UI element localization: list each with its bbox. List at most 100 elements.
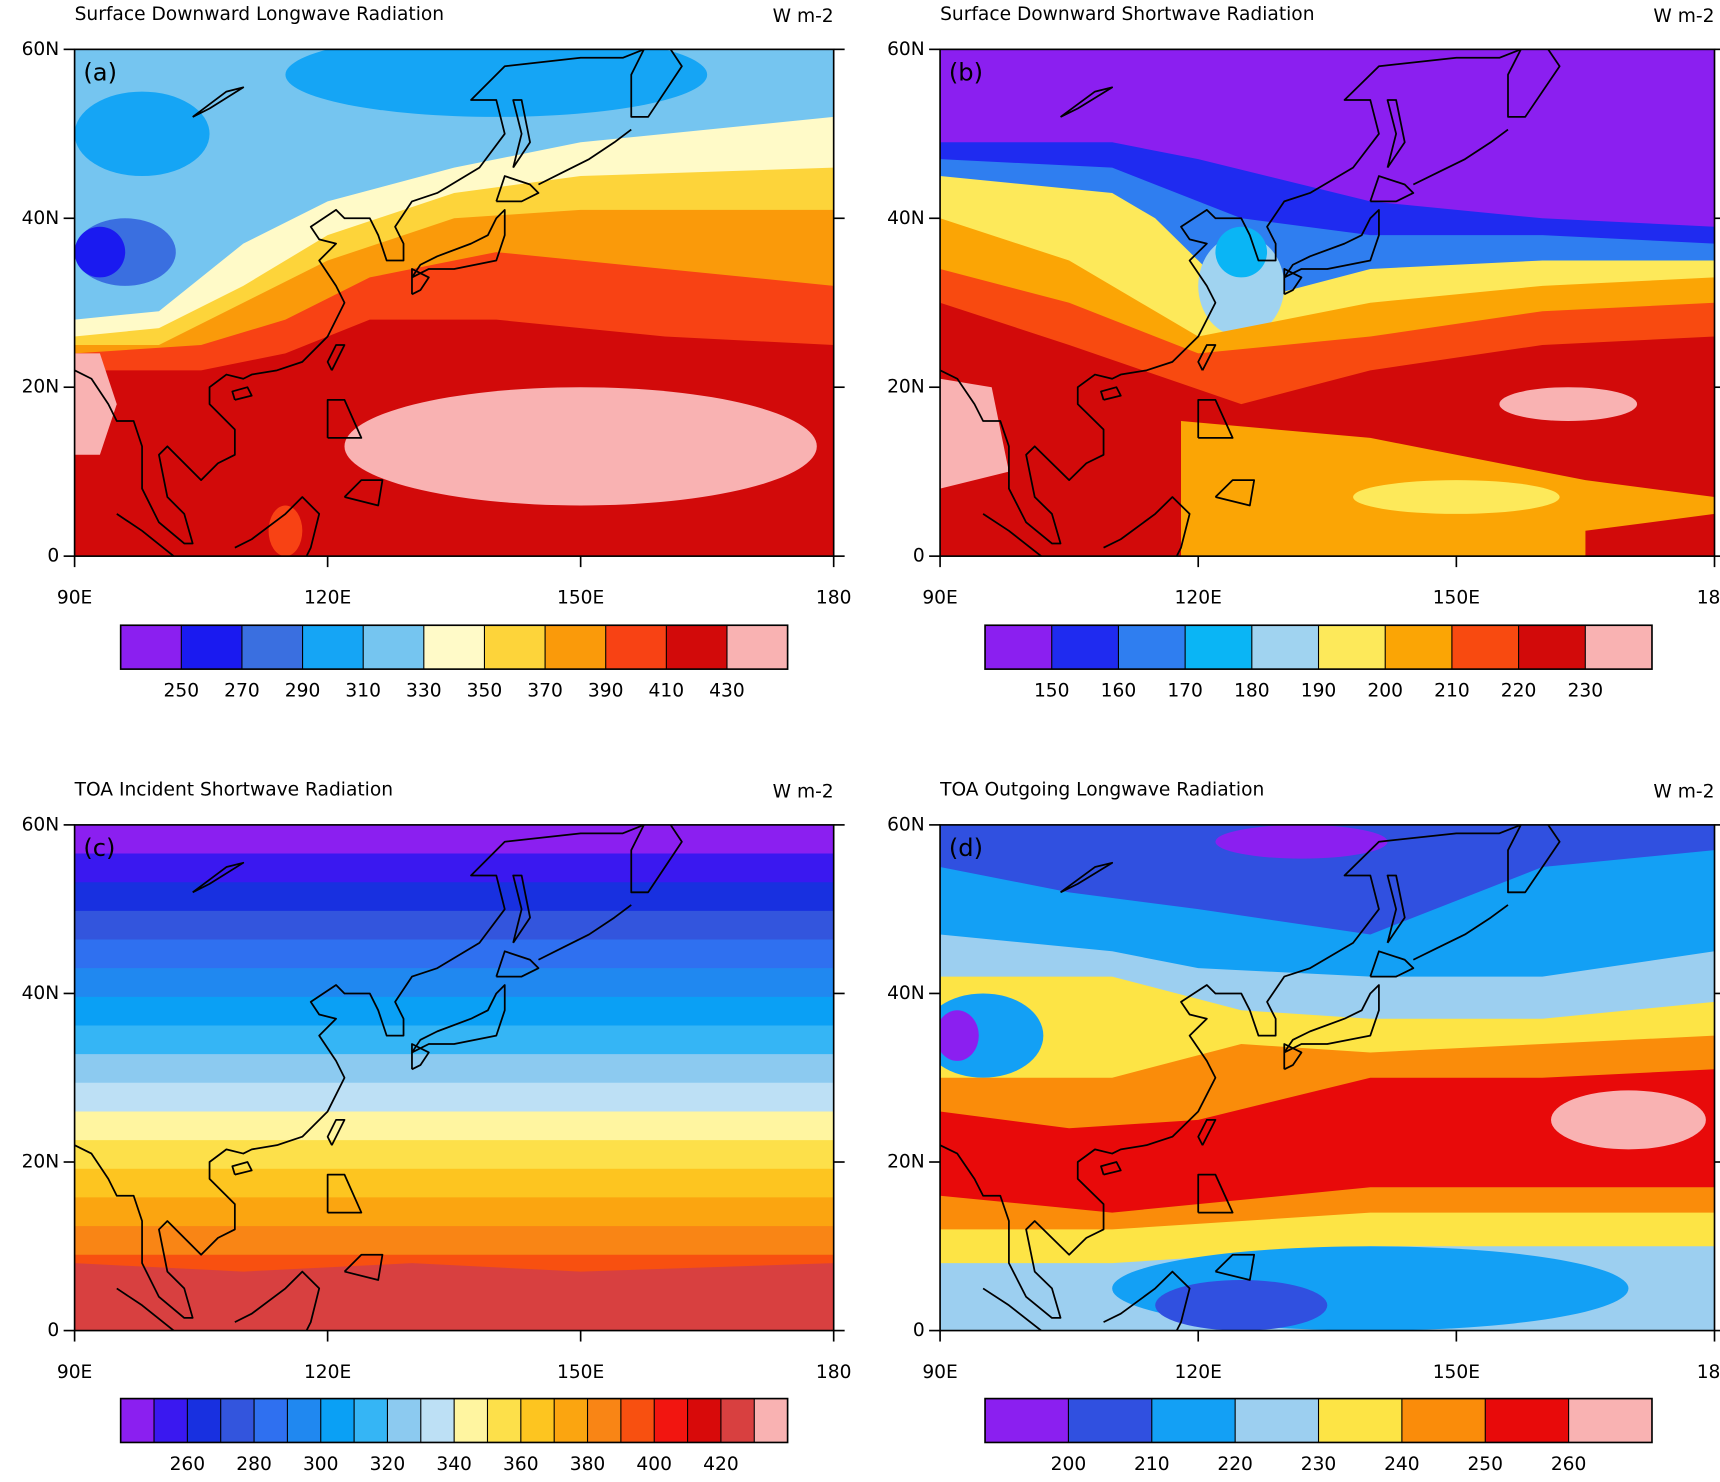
colorbar-label: 260: [1551, 1454, 1587, 1475]
contour-fill: [1551, 1090, 1706, 1150]
contour-fill: [74, 353, 117, 455]
x-tick-label: 90E: [922, 587, 957, 608]
colorbar-box: [754, 1398, 788, 1443]
colorbar-label: 400: [636, 1454, 672, 1475]
colorbar-box: [287, 1398, 321, 1443]
y-tick-label: 60N: [22, 39, 60, 60]
x-tick-label: 90E: [922, 1362, 957, 1383]
coastline: [495, 950, 540, 978]
colorbar-box: [187, 1398, 221, 1443]
map-panel: (b) Surface Downward Shortwave Radiation W…: [887, 4, 1720, 702]
coastline: [1197, 344, 1217, 371]
colorbar-box: [354, 1398, 388, 1443]
colorbar-box: [120, 1398, 155, 1443]
y-tick-label: 60N: [22, 814, 60, 835]
colorbar-box: [154, 1398, 188, 1443]
coastline: [343, 1253, 384, 1281]
units: W m-2: [773, 781, 834, 802]
coastline: [326, 344, 346, 371]
units: W m-2: [1653, 6, 1714, 27]
coastline: [74, 49, 647, 545]
colorbar-label: 340: [436, 1454, 472, 1475]
x-tick-label: 180: [816, 1362, 852, 1383]
coastline: [982, 513, 1043, 557]
colorbar-frame: [984, 1397, 1653, 1444]
x-tick-label: 150E: [557, 1362, 604, 1383]
contour-fill: [940, 378, 1009, 489]
contour-fill: [1155, 1280, 1328, 1331]
y-tick-label: 20N: [887, 377, 925, 398]
colorbar-label: 320: [370, 1454, 406, 1475]
colorbar-label: 200: [1051, 1454, 1087, 1475]
contour-fill: [940, 1010, 979, 1061]
colorbar-frame: [119, 624, 789, 670]
y-tick-label: 20N: [22, 377, 60, 398]
coastline: [1386, 874, 1406, 944]
coastline: [1369, 950, 1415, 978]
colorbar-box: [520, 1398, 555, 1443]
colorbar-label: 260: [170, 1454, 206, 1475]
colorbar-label: 220: [1217, 1454, 1253, 1475]
coastline: [1197, 399, 1234, 439]
panel-label: (c): [83, 834, 115, 862]
coastline: [630, 49, 683, 118]
coastline: [1386, 99, 1406, 169]
colorbar-box: [484, 625, 546, 670]
coastline: [411, 208, 506, 279]
contour-fill: [74, 226, 126, 278]
colorbar-label: 230: [1568, 681, 1604, 702]
coastline: [234, 496, 321, 557]
x-tick-label: 180: [1697, 1362, 1720, 1383]
contour-fill: [74, 91, 210, 177]
colorbar-box: [1568, 1398, 1652, 1443]
coastline: [411, 984, 506, 1054]
panel-title: TOA Incident Shortwave Radiation: [74, 779, 393, 800]
coastline: [411, 1043, 430, 1071]
coastline: [1412, 904, 1509, 961]
contour-fill: [74, 1263, 834, 1331]
colorbar-label: 200: [1367, 681, 1403, 702]
coastline: [940, 824, 1524, 1319]
colorbar-box: [687, 1398, 721, 1443]
contour-fill: [1215, 226, 1268, 278]
colorbar-box: [587, 1398, 621, 1443]
coastline: [1103, 1270, 1191, 1331]
coastline: [192, 86, 245, 118]
colorbar-label: 170: [1167, 681, 1203, 702]
colorbar-label: 220: [1501, 681, 1537, 702]
colorbar-box: [1401, 1398, 1486, 1443]
colorbar-box: [120, 625, 182, 670]
map-panel: (c) TOA Incident Shortwave Radiation W m-2…: [22, 779, 852, 1475]
contour-fill: [268, 505, 303, 557]
colorbar-label: 240: [1384, 1454, 1420, 1475]
x-tick-label: 120E: [304, 587, 351, 608]
coastline: [326, 399, 363, 439]
colorbar-label: 250: [1467, 1454, 1503, 1475]
x-tick-label: 180: [1697, 587, 1720, 608]
colorbar-box: [720, 1398, 755, 1443]
coastline: [1283, 268, 1303, 296]
colorbar-box: [1585, 625, 1652, 670]
coastline: [495, 175, 540, 203]
colorbar-box: [423, 625, 485, 670]
coastline: [234, 1270, 321, 1331]
colorbar-label: 190: [1301, 681, 1337, 702]
colorbar-box: [726, 625, 788, 670]
colorbar-box: [181, 625, 242, 670]
coastline: [982, 1287, 1043, 1331]
plot-frame: [73, 824, 835, 1332]
coastline: [74, 824, 647, 1319]
panel-title: TOA Outgoing Longwave Radiation: [939, 779, 1264, 800]
coastline: [343, 479, 384, 507]
y-tick-label: 20N: [22, 1152, 60, 1173]
contour-fill: [344, 387, 817, 506]
colorbar-box: [454, 1398, 488, 1443]
coastline: [1100, 1161, 1122, 1176]
colorbar-box: [302, 625, 364, 670]
coastline: [1283, 208, 1380, 279]
colorbar-label: 380: [570, 1454, 606, 1475]
coastline: [411, 268, 430, 296]
y-tick-label: 40N: [887, 983, 925, 1004]
